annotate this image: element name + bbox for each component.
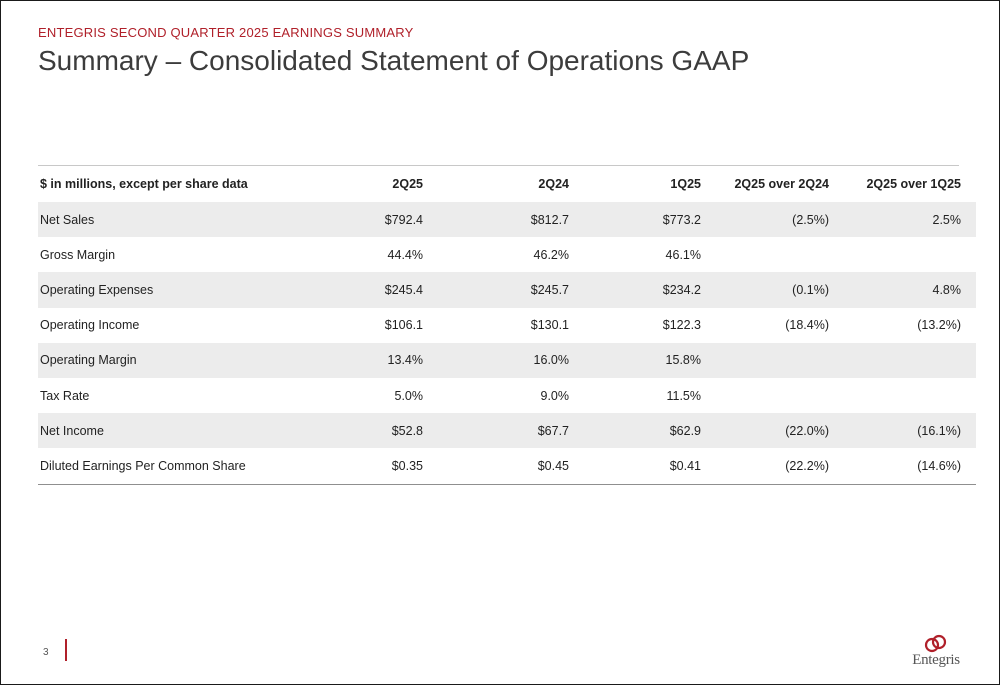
cell-qoq: [829, 237, 976, 272]
table-row: Operating Income $106.1 $130.1 $122.3 (1…: [38, 308, 976, 343]
cell-2q24: $812.7: [423, 202, 569, 238]
table-header-row: $ in millions, except per share data 2Q2…: [38, 166, 976, 202]
cell-yoy: (2.5%): [701, 202, 829, 238]
table-row: Tax Rate 5.0% 9.0% 11.5%: [38, 378, 976, 413]
cell-yoy: (18.4%): [785, 318, 829, 333]
cell-2q25: $245.4: [270, 272, 423, 308]
cell-1q25: 11.5%: [666, 388, 701, 403]
cell-yoy: (0.1%): [701, 272, 829, 308]
column-header-2q24: 2Q24: [538, 177, 569, 191]
row-label: Net Sales: [38, 202, 270, 238]
row-label: Operating Income: [40, 318, 140, 333]
cell-2q25: $792.4: [270, 202, 423, 238]
column-header-yoy: 2Q25 over 2Q24: [734, 177, 829, 191]
cell-qoq: (16.1%): [829, 413, 976, 449]
row-label: Diluted Earnings Per Common Share: [38, 448, 270, 485]
column-header-1q25: 1Q25: [670, 177, 701, 191]
entegris-rings-icon: [924, 634, 947, 653]
row-label: Gross Margin: [40, 247, 116, 262]
cell-1q25: 15.8%: [569, 342, 701, 378]
cell-1q25: $62.9: [569, 413, 701, 449]
page-title: Summary – Consolidated Statement of Oper…: [38, 45, 750, 76]
cell-qoq: [829, 342, 976, 378]
table-top-rule: [38, 165, 959, 166]
cell-2q25: 13.4%: [270, 342, 423, 378]
operations-table-container: $ in millions, except per share data 2Q2…: [38, 165, 976, 485]
cell-2q24: 16.0%: [423, 342, 569, 378]
cell-qoq: 2.5%: [829, 202, 976, 238]
table-row: Diluted Earnings Per Common Share $0.35 …: [38, 448, 976, 485]
cell-2q24: $130.1: [530, 318, 569, 333]
cell-1q25: $0.41: [569, 448, 701, 485]
cell-1q25: $234.2: [569, 272, 701, 308]
cell-2q24: 46.2%: [533, 247, 569, 262]
cell-2q24: 9.0%: [540, 388, 570, 403]
row-label: Operating Expenses: [38, 272, 270, 308]
cell-yoy: [701, 378, 829, 413]
cell-2q24: $245.7: [423, 272, 569, 308]
cell-yoy: [701, 342, 829, 378]
cell-yoy: (22.2%): [701, 448, 829, 485]
row-label: Tax Rate: [40, 388, 90, 403]
cell-2q25: 5.0%: [394, 388, 424, 403]
table-row: Gross Margin 44.4% 46.2% 46.1%: [38, 237, 976, 272]
table-row: Operating Expenses $245.4 $245.7 $234.2 …: [38, 272, 976, 308]
cell-qoq: (13.2%): [917, 318, 961, 333]
operations-table: $ in millions, except per share data 2Q2…: [38, 166, 976, 485]
report-eyebrow: ENTEGRIS SECOND QUARTER 2025 EARNINGS SU…: [38, 25, 414, 40]
table-row: Operating Margin 13.4% 16.0% 15.8%: [38, 342, 976, 378]
column-header-metric: $ in millions, except per share data: [40, 177, 248, 191]
cell-2q25: $0.35: [270, 448, 423, 485]
cell-1q25: $773.2: [569, 202, 701, 238]
row-label: Operating Margin: [38, 342, 270, 378]
cell-qoq: (14.6%): [829, 448, 976, 485]
entegris-logo: Entegris: [906, 634, 966, 674]
cell-2q24: $0.45: [423, 448, 569, 485]
column-header-2q25: 2Q25: [392, 177, 423, 191]
cell-2q25: $106.1: [384, 318, 423, 333]
row-label: Net Income: [38, 413, 270, 449]
cell-2q25: 44.4%: [387, 247, 423, 262]
cell-1q25: 46.1%: [665, 247, 701, 262]
cell-yoy: [701, 237, 829, 272]
cell-yoy: (22.0%): [701, 413, 829, 449]
cell-qoq: [829, 378, 976, 413]
column-header-qoq: 2Q25 over 1Q25: [866, 177, 961, 191]
cell-2q25: $52.8: [270, 413, 423, 449]
page-number: 3: [43, 647, 49, 658]
cell-2q24: $67.7: [423, 413, 569, 449]
table-row: Net Sales $792.4 $812.7 $773.2 (2.5%) 2.…: [38, 202, 976, 238]
logo-wordmark: Entegris: [912, 652, 960, 668]
table-row: Net Income $52.8 $67.7 $62.9 (22.0%) (16…: [38, 413, 976, 449]
cell-qoq: 4.8%: [829, 272, 976, 308]
cell-1q25: $122.3: [662, 318, 701, 333]
page-number-divider: [65, 639, 67, 661]
